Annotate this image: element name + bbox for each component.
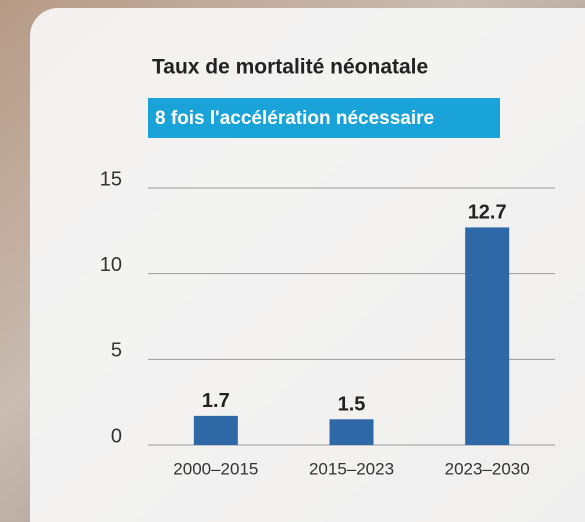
y-tick-label: 15	[100, 168, 122, 190]
data-label: 12.7	[468, 202, 507, 224]
y-tick-label: 10	[100, 254, 122, 276]
y-tick-label: 0	[111, 425, 122, 447]
bar	[329, 419, 374, 445]
x-tick-label: 2023–2030	[445, 459, 530, 478]
x-tick-label: 2000–2015	[173, 459, 258, 478]
bar	[465, 227, 510, 445]
data-label: 1.5	[338, 394, 366, 416]
y-tick-label: 5	[111, 340, 122, 362]
bar	[193, 415, 238, 445]
subtitle-box	[148, 98, 500, 138]
x-tick-label: 2015–2023	[309, 459, 394, 478]
chart-subtitle: 8 fois l'accélération nécessaire	[155, 108, 434, 129]
data-label: 1.7	[202, 390, 230, 412]
chart-title: Taux de mortalité néonatale	[152, 56, 428, 79]
